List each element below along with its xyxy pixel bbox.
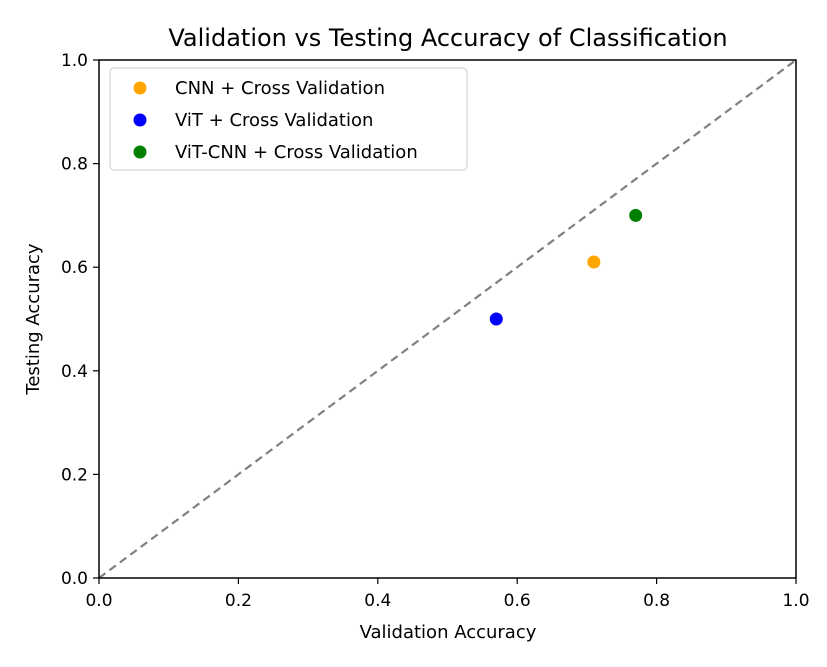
data-point [629, 208, 643, 222]
x-axis-label: Validation Accuracy [360, 622, 537, 643]
legend-label: ViT + Cross Validation [175, 110, 373, 131]
chart-title: Validation vs Testing Accuracy of Classi… [168, 24, 727, 52]
x-tick-label: 0.8 [643, 591, 670, 611]
x-tick-label: 0.0 [85, 591, 112, 611]
legend-marker [133, 81, 147, 95]
legend-marker [133, 113, 147, 127]
diagonal-reference-line [98, 59, 797, 579]
x-tick-label: 0.2 [225, 591, 252, 611]
plot-area [98, 59, 797, 579]
legend-box [109, 67, 468, 171]
x-axis-ticks: 0.0 0.2 0.4 0.6 0.8 1.0 [85, 578, 810, 611]
y-tick-label: 0.4 [61, 362, 88, 382]
data-points [489, 208, 643, 326]
data-point [587, 255, 601, 269]
legend: CNN + Cross Validation ViT + Cross Valida… [109, 67, 468, 171]
y-tick-label: 0.2 [61, 465, 88, 485]
x-tick-label: 0.4 [364, 591, 391, 611]
legend-label: ViT-CNN + Cross Validation [175, 142, 418, 163]
x-tick-label: 1.0 [782, 591, 809, 611]
y-axis-label: Testing Accuracy [23, 243, 44, 396]
data-point [489, 312, 503, 326]
y-tick-label: 0.8 [61, 155, 88, 175]
legend-marker [133, 145, 147, 159]
y-tick-label: 0.0 [61, 569, 88, 589]
axes-frame [98, 59, 797, 579]
x-tick-label: 0.6 [504, 591, 531, 611]
legend-label: CNN + Cross Validation [175, 78, 385, 99]
y-tick-label: 0.6 [61, 258, 88, 278]
y-tick-label: 1.0 [61, 51, 88, 71]
y-axis-ticks: 0.0 0.2 0.4 0.6 0.8 1.0 [61, 51, 99, 589]
